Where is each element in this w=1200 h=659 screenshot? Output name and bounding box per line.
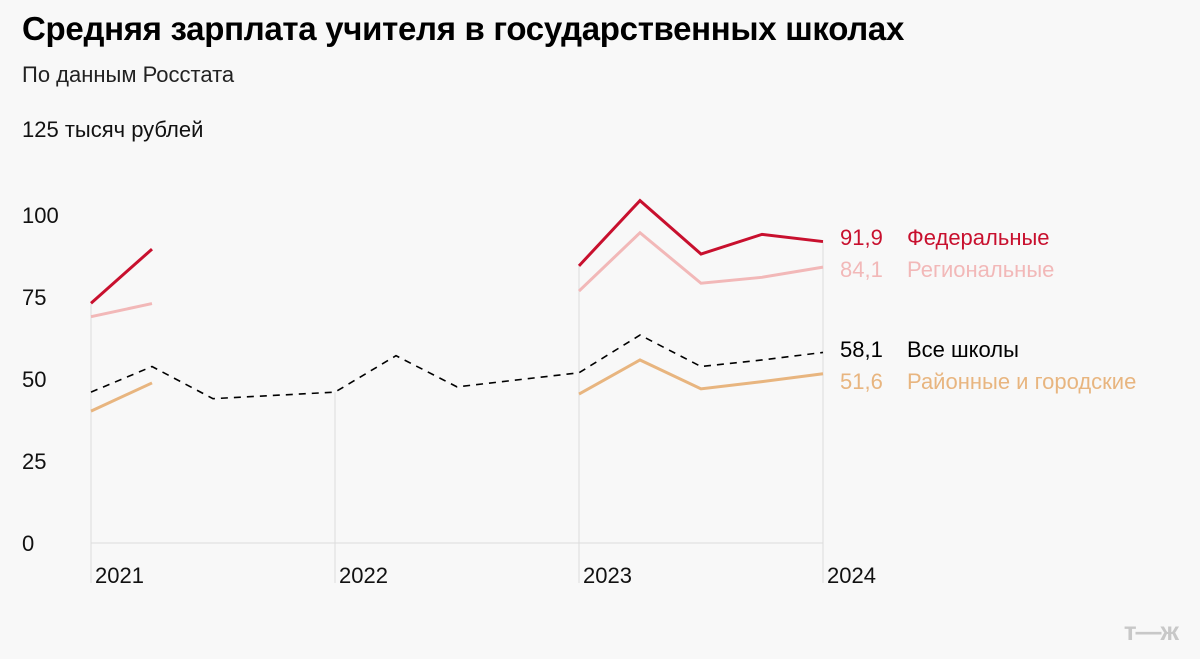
chart-title: Средняя зарплата учителя в государственн…	[22, 10, 905, 47]
series-name-label: Региональные	[907, 257, 1054, 282]
series-line-2	[90, 302, 153, 319]
x-tick-label: 2024	[827, 563, 876, 588]
series-line-1	[90, 247, 153, 305]
series-line-4	[578, 358, 824, 396]
y-tick-label: 75	[22, 285, 46, 310]
x-tick-label: 2023	[583, 563, 632, 588]
series-value-label: 51,6	[840, 369, 883, 394]
series-value-label: 91,9	[840, 225, 883, 250]
series-name-label: Федеральные	[907, 225, 1050, 250]
y-tick-label: 0	[22, 531, 34, 556]
chart-subtitle: По данным Росстата	[22, 62, 235, 87]
series-value-label: 84,1	[840, 257, 883, 282]
y-axis-unit-label: 125 тысяч рублей	[22, 117, 204, 142]
x-tick-label: 2021	[95, 563, 144, 588]
y-tick-label: 50	[22, 367, 46, 392]
series-line-3	[90, 334, 824, 400]
x-tick-label: 2022	[339, 563, 388, 588]
series-name-label: Районные и городские	[907, 369, 1136, 394]
logo: т—ж	[1123, 616, 1179, 646]
series-line-4	[90, 381, 153, 413]
y-tick-label: 25	[22, 449, 46, 474]
series-line-1	[577, 198, 824, 267]
series-value-label: 58,1	[840, 337, 883, 362]
series-line-2	[577, 230, 824, 293]
y-tick-label: 100	[22, 203, 59, 228]
series-name-label: Все школы	[907, 337, 1019, 362]
